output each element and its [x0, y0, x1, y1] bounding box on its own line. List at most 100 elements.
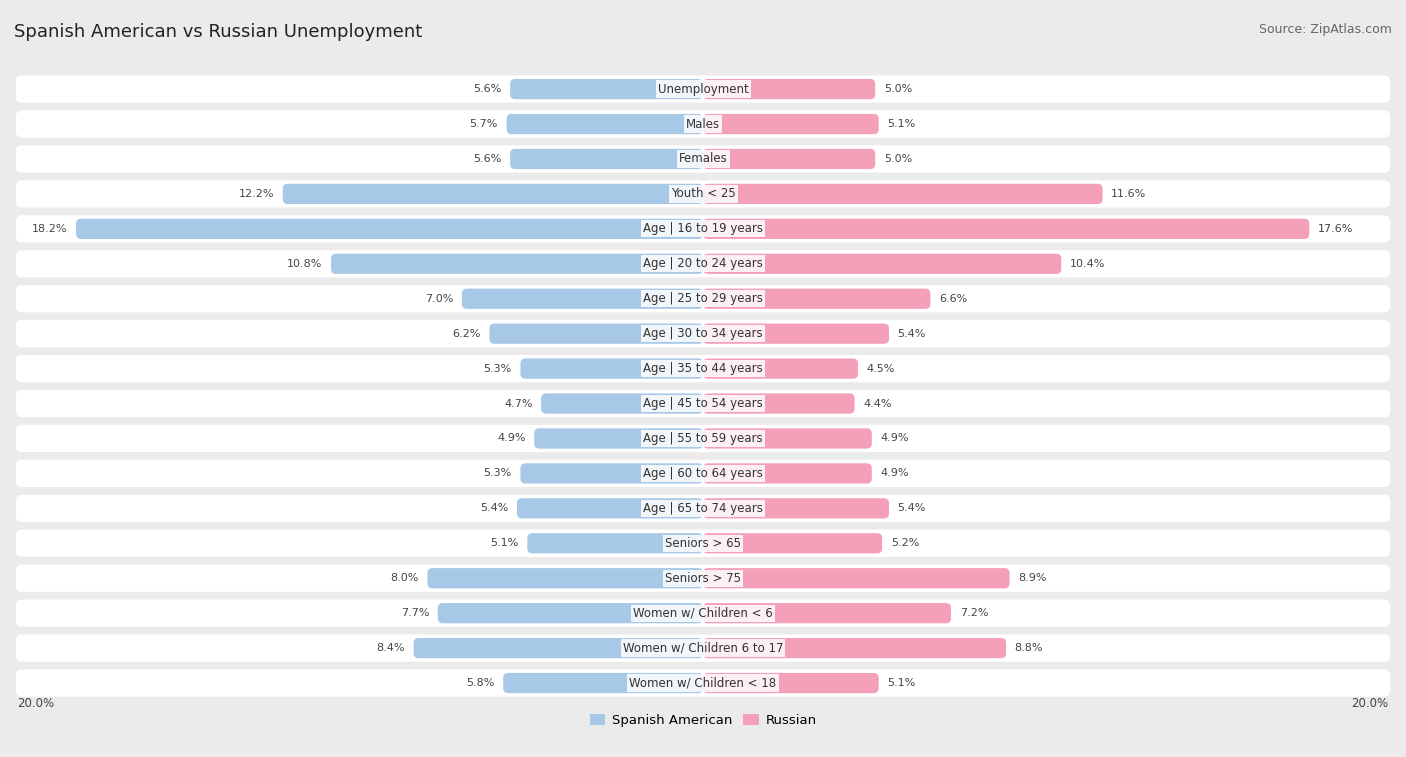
Text: 5.6%: 5.6%: [474, 84, 502, 94]
FancyBboxPatch shape: [15, 390, 1391, 417]
FancyBboxPatch shape: [15, 250, 1391, 277]
FancyBboxPatch shape: [15, 355, 1391, 382]
Text: 20.0%: 20.0%: [1351, 696, 1389, 710]
Text: 4.9%: 4.9%: [498, 434, 526, 444]
Text: 5.3%: 5.3%: [484, 469, 512, 478]
FancyBboxPatch shape: [330, 254, 703, 274]
FancyBboxPatch shape: [15, 495, 1391, 522]
Text: Women w/ Children 6 to 17: Women w/ Children 6 to 17: [623, 642, 783, 655]
FancyBboxPatch shape: [703, 533, 882, 553]
Text: Women w/ Children < 18: Women w/ Children < 18: [630, 677, 776, 690]
Text: 5.1%: 5.1%: [491, 538, 519, 548]
Text: 4.5%: 4.5%: [866, 363, 896, 374]
FancyBboxPatch shape: [703, 498, 889, 519]
FancyBboxPatch shape: [15, 565, 1391, 592]
Text: 10.8%: 10.8%: [287, 259, 322, 269]
Text: Unemployment: Unemployment: [658, 83, 748, 95]
FancyBboxPatch shape: [506, 114, 703, 134]
FancyBboxPatch shape: [703, 323, 889, 344]
FancyBboxPatch shape: [15, 669, 1391, 696]
Text: 5.8%: 5.8%: [467, 678, 495, 688]
Text: 5.1%: 5.1%: [887, 678, 915, 688]
FancyBboxPatch shape: [517, 498, 703, 519]
Text: 7.0%: 7.0%: [425, 294, 453, 304]
FancyBboxPatch shape: [15, 634, 1391, 662]
FancyBboxPatch shape: [703, 254, 1062, 274]
FancyBboxPatch shape: [510, 79, 703, 99]
FancyBboxPatch shape: [427, 568, 703, 588]
FancyBboxPatch shape: [527, 533, 703, 553]
Text: 4.4%: 4.4%: [863, 398, 891, 409]
Text: Women w/ Children < 6: Women w/ Children < 6: [633, 606, 773, 620]
FancyBboxPatch shape: [15, 76, 1391, 103]
FancyBboxPatch shape: [703, 114, 879, 134]
FancyBboxPatch shape: [541, 394, 703, 413]
FancyBboxPatch shape: [703, 149, 875, 169]
Text: 11.6%: 11.6%: [1111, 189, 1146, 199]
FancyBboxPatch shape: [489, 323, 703, 344]
Text: Youth < 25: Youth < 25: [671, 188, 735, 201]
FancyBboxPatch shape: [520, 463, 703, 484]
FancyBboxPatch shape: [703, 463, 872, 484]
Text: Age | 25 to 29 years: Age | 25 to 29 years: [643, 292, 763, 305]
Text: Age | 55 to 59 years: Age | 55 to 59 years: [643, 432, 763, 445]
FancyBboxPatch shape: [461, 288, 703, 309]
Text: Spanish American vs Russian Unemployment: Spanish American vs Russian Unemployment: [14, 23, 422, 41]
FancyBboxPatch shape: [15, 111, 1391, 138]
Text: 4.9%: 4.9%: [880, 434, 908, 444]
Text: Age | 20 to 24 years: Age | 20 to 24 years: [643, 257, 763, 270]
Text: Age | 65 to 74 years: Age | 65 to 74 years: [643, 502, 763, 515]
FancyBboxPatch shape: [15, 285, 1391, 313]
Text: 5.4%: 5.4%: [897, 503, 927, 513]
Text: 5.3%: 5.3%: [484, 363, 512, 374]
FancyBboxPatch shape: [15, 215, 1391, 242]
Text: Age | 60 to 64 years: Age | 60 to 64 years: [643, 467, 763, 480]
Text: 7.7%: 7.7%: [401, 608, 429, 618]
FancyBboxPatch shape: [703, 603, 950, 623]
Text: 5.0%: 5.0%: [884, 154, 912, 164]
Text: Females: Females: [679, 152, 727, 166]
Text: 4.7%: 4.7%: [503, 398, 533, 409]
Text: 5.6%: 5.6%: [474, 154, 502, 164]
Text: 5.1%: 5.1%: [887, 119, 915, 129]
Text: 5.2%: 5.2%: [891, 538, 920, 548]
FancyBboxPatch shape: [15, 425, 1391, 452]
FancyBboxPatch shape: [703, 219, 1309, 239]
Text: 8.4%: 8.4%: [377, 643, 405, 653]
FancyBboxPatch shape: [15, 600, 1391, 627]
FancyBboxPatch shape: [437, 603, 703, 623]
Text: Age | 30 to 34 years: Age | 30 to 34 years: [643, 327, 763, 340]
Text: Seniors > 65: Seniors > 65: [665, 537, 741, 550]
FancyBboxPatch shape: [703, 288, 931, 309]
FancyBboxPatch shape: [703, 568, 1010, 588]
Text: Age | 16 to 19 years: Age | 16 to 19 years: [643, 223, 763, 235]
FancyBboxPatch shape: [15, 530, 1391, 557]
Text: 5.7%: 5.7%: [470, 119, 498, 129]
FancyBboxPatch shape: [703, 184, 1102, 204]
Text: Males: Males: [686, 117, 720, 130]
FancyBboxPatch shape: [15, 145, 1391, 173]
Text: 6.2%: 6.2%: [453, 329, 481, 338]
Text: 4.9%: 4.9%: [880, 469, 908, 478]
Text: 7.2%: 7.2%: [960, 608, 988, 618]
Text: 8.0%: 8.0%: [391, 573, 419, 583]
Text: 8.8%: 8.8%: [1015, 643, 1043, 653]
Text: Age | 35 to 44 years: Age | 35 to 44 years: [643, 362, 763, 375]
Text: 6.6%: 6.6%: [939, 294, 967, 304]
Text: 20.0%: 20.0%: [17, 696, 55, 710]
Text: 10.4%: 10.4%: [1070, 259, 1105, 269]
FancyBboxPatch shape: [15, 320, 1391, 347]
FancyBboxPatch shape: [510, 149, 703, 169]
FancyBboxPatch shape: [703, 638, 1007, 659]
FancyBboxPatch shape: [703, 79, 875, 99]
Text: 8.9%: 8.9%: [1018, 573, 1046, 583]
FancyBboxPatch shape: [703, 394, 855, 413]
Legend: Spanish American, Russian: Spanish American, Russian: [585, 709, 821, 732]
FancyBboxPatch shape: [503, 673, 703, 693]
FancyBboxPatch shape: [703, 359, 858, 378]
FancyBboxPatch shape: [15, 180, 1391, 207]
Text: 5.4%: 5.4%: [479, 503, 509, 513]
Text: 18.2%: 18.2%: [32, 224, 67, 234]
Text: 5.4%: 5.4%: [897, 329, 927, 338]
Text: 5.0%: 5.0%: [884, 84, 912, 94]
